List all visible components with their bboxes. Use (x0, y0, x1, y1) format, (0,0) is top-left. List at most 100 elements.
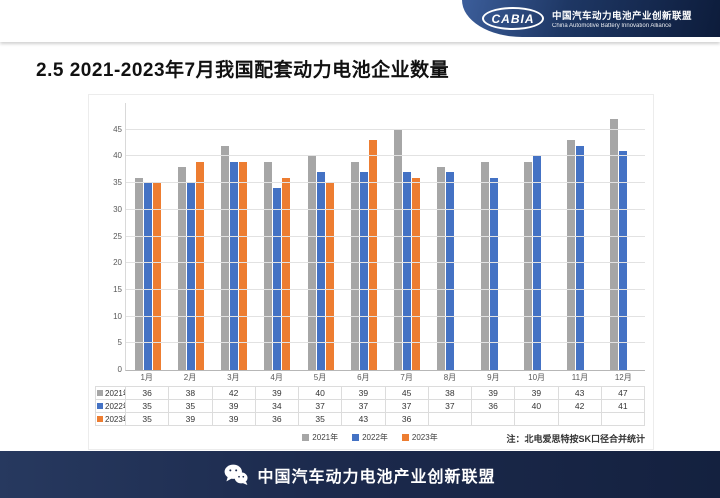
bar-slot (610, 103, 619, 370)
footer-text: 中国汽车动力电池产业创新联盟 (257, 468, 496, 486)
bar-slot (368, 103, 377, 370)
table-row-label: 2023年 (95, 412, 126, 426)
bar-slot (359, 103, 368, 370)
bar-2021年-10月 (523, 161, 532, 370)
y-axis-tick: 20 (113, 258, 122, 268)
legend-row: 2021年 2022年 2023年 注：北电爱思特按SK口径合并统计 (95, 429, 645, 445)
series-swatch (97, 403, 103, 410)
bar-slot (307, 103, 316, 370)
table-cell: 39 (211, 412, 256, 426)
bar-chart: 0 5 10 15 20 25 30 35 40 45 1月 2月 3月 4月 5月 6月 7月 8月 9月 10月… (88, 94, 654, 450)
table-row: 2022年353539343737373736404241 (95, 399, 646, 413)
legend: 2021年 2022年 2023年 (95, 429, 645, 445)
bar-slot (350, 103, 359, 370)
table-cell: 40 (514, 399, 559, 413)
bar-2021年-3月 (221, 145, 230, 370)
y-axis-tick: 40 (113, 151, 122, 161)
legend-swatch (302, 433, 310, 441)
bar-2021年-5月 (307, 156, 316, 370)
bar-slot (195, 103, 204, 370)
series-swatch (97, 416, 103, 423)
bar-slot (541, 103, 550, 370)
x-axis-label: 12月 (614, 373, 632, 382)
legend-item: 2023年 (401, 432, 438, 443)
gridline (126, 128, 645, 130)
table-cell: 41 (600, 399, 646, 413)
bar-2022年-3月 (230, 161, 239, 370)
bar-2023年-4月 (282, 177, 291, 370)
x-axis-label: 3月 (227, 373, 240, 382)
cabia-logo-text: CABIA (491, 11, 535, 26)
bar-slot (532, 103, 541, 370)
y-axis-tick: 10 (113, 311, 122, 321)
table-row: 2021年363842394039453839394347 (95, 386, 646, 400)
bar-group (126, 103, 169, 370)
bar-slot (177, 103, 186, 370)
gridline (126, 155, 645, 157)
table-cell: 34 (254, 399, 300, 413)
legend-item: 2022年 (352, 432, 388, 443)
bar-slot (230, 103, 239, 370)
header: CABIA 中国汽车动力电池产业创新联盟 China Automotive Ba… (0, 0, 720, 42)
bar-2022年-11月 (576, 145, 585, 370)
bar-slot (628, 103, 637, 370)
legend-swatch (401, 433, 409, 441)
y-axis-tick: 45 (113, 124, 122, 134)
legend-label: 2023年 (411, 432, 438, 442)
bar-group (169, 103, 212, 370)
plot-area: 0 5 10 15 20 25 30 35 40 45 (113, 103, 645, 374)
bar-group (213, 103, 256, 370)
gridline (126, 262, 645, 264)
table-cell (514, 412, 559, 426)
x-axis-label: 10月 (528, 373, 546, 382)
bar-2023年-2月 (195, 161, 204, 370)
y-axis-tick: 5 (117, 338, 122, 348)
bar-2022年-6月 (359, 172, 368, 370)
table-cell: 37 (341, 399, 386, 413)
bar-groups (126, 103, 645, 370)
table-cell (470, 412, 516, 426)
bar-slot (567, 103, 576, 370)
bar-2022年-9月 (489, 177, 498, 370)
table-cell: 35 (124, 399, 170, 413)
bar-2023年-3月 (239, 161, 248, 370)
bar-slot (480, 103, 489, 370)
series-swatch (97, 390, 103, 397)
table-cell: 35 (297, 412, 343, 426)
bar-group (342, 103, 385, 370)
bar-2021年-1月 (134, 177, 143, 370)
bar-2021年-7月 (394, 129, 403, 370)
x-axis-label: 5月 (313, 373, 327, 382)
logo-band: CABIA 中国汽车动力电池产业创新联盟 China Automotive Ba… (462, 0, 720, 37)
bar-slot (446, 103, 455, 370)
table-cell: 42 (557, 399, 602, 413)
bar-2022年-2月 (186, 183, 195, 370)
bar-slot (239, 103, 248, 370)
legend-swatch (352, 433, 360, 441)
gridline (126, 315, 645, 317)
bar-2021年-11月 (567, 140, 576, 370)
bar-slot (403, 103, 412, 370)
data-table: 2021年3638423940394538393943472022年353539… (95, 386, 646, 426)
bar-group (429, 103, 472, 370)
bar-slot (412, 103, 421, 370)
y-axis-tick: 15 (113, 284, 122, 294)
table-cell: 47 (600, 386, 646, 400)
bar-group (515, 103, 558, 370)
bar-2021年-8月 (437, 167, 446, 370)
bar-2023年-6月 (368, 140, 377, 370)
bar-slot (523, 103, 532, 370)
bar-slot (152, 103, 161, 370)
slide-title: 2.5 2021-2023年7月我国配套动力电池企业数量 (36, 60, 450, 81)
bar-slot (221, 103, 230, 370)
y-axis-tick: 35 (113, 178, 122, 188)
bar-2022年-5月 (316, 172, 325, 370)
bar-2021年-4月 (264, 161, 273, 370)
gridline (126, 288, 645, 290)
table-cell: 42 (211, 386, 256, 400)
source-note: 注：北电爱思特按SK口径合并统计 (506, 434, 645, 444)
bar-slot (134, 103, 143, 370)
bar-slot (489, 103, 498, 370)
bar-2021年-6月 (350, 161, 359, 370)
table-cell: 38 (168, 386, 213, 400)
